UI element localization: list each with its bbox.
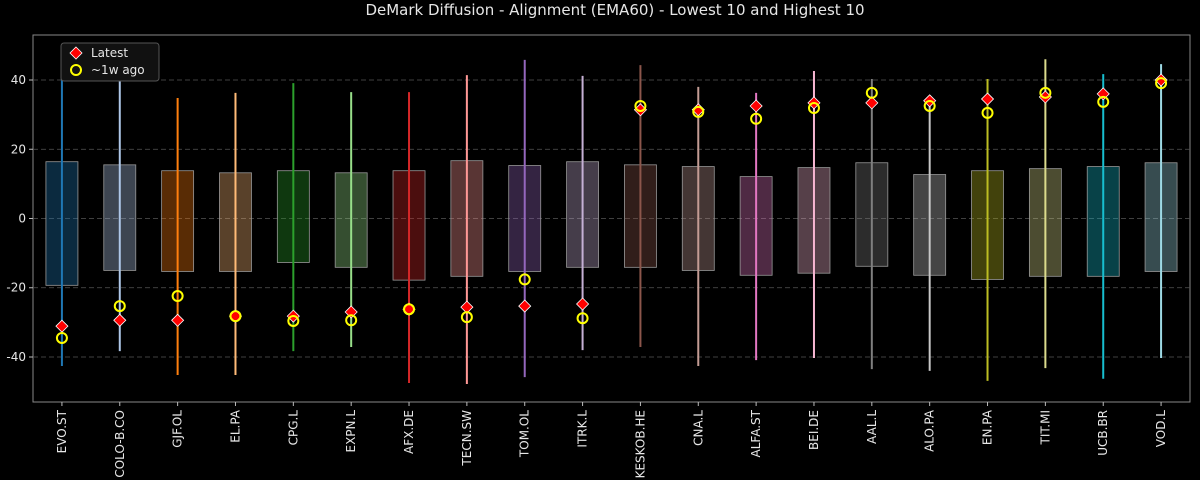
legend-marker xyxy=(69,46,83,60)
x-tick-label: EL.PA xyxy=(228,409,242,443)
week-ago-marker xyxy=(1155,77,1168,90)
latest-marker xyxy=(113,313,127,327)
week-ago-marker xyxy=(750,112,763,125)
x-tick-label: EN.PA xyxy=(981,409,995,445)
latest-marker xyxy=(865,96,879,110)
x-tick-label: ITRK.L xyxy=(576,410,590,448)
latest-marker xyxy=(980,92,995,106)
y-tick-label: 20 xyxy=(11,142,26,156)
latest-marker xyxy=(171,313,185,327)
x-tick-label: ALFA.ST xyxy=(749,409,763,457)
week-ago-marker xyxy=(55,331,68,344)
chart-title: DeMark Diffusion - Alignment (EMA60) - L… xyxy=(365,1,864,19)
week-ago-marker xyxy=(518,273,531,286)
week-ago-marker xyxy=(923,99,936,112)
latest-marker xyxy=(518,299,532,313)
x-tick-label: CPG.L xyxy=(286,410,300,446)
week-ago-marker xyxy=(807,102,820,115)
legend-marker xyxy=(70,64,82,76)
x-tick-label: BEI.DE xyxy=(807,410,821,450)
x-tick-label: AAL.L xyxy=(865,410,879,444)
x-tick-label: EVO.ST xyxy=(55,409,69,453)
week-ago-marker xyxy=(113,300,126,313)
week-ago-marker xyxy=(981,106,994,119)
x-tick-label: TOM.OL xyxy=(518,410,532,458)
week-ago-marker xyxy=(634,99,647,112)
week-ago-marker xyxy=(1097,95,1110,108)
x-tick-label: TIT.MI xyxy=(1038,410,1052,445)
x-tick-label: TECN.SW xyxy=(460,410,474,467)
week-ago-marker xyxy=(287,314,300,327)
y-tick-label: -40 xyxy=(6,350,26,364)
week-ago-marker xyxy=(865,86,878,99)
latest-marker xyxy=(749,99,763,113)
x-tick-label: GJF.OL xyxy=(171,410,185,448)
week-ago-marker xyxy=(692,105,705,118)
latest-marker xyxy=(1154,73,1168,87)
y-tick-label: 40 xyxy=(11,73,26,87)
week-ago-marker xyxy=(1039,86,1052,99)
x-tick-label: UCB.BR xyxy=(1096,410,1110,456)
legend-box xyxy=(60,42,160,82)
week-ago-marker xyxy=(229,310,242,323)
x-tick-label: EXPN.L xyxy=(344,410,358,453)
latest-marker xyxy=(576,297,590,311)
latest-marker xyxy=(344,305,358,319)
x-tick-label: VOD.L xyxy=(1154,410,1168,447)
y-tick-label: -20 xyxy=(6,281,26,295)
week-ago-marker xyxy=(576,312,589,325)
x-tick-label: KESKOB.HE xyxy=(633,410,647,478)
x-tick-label: CNA.L xyxy=(691,410,705,446)
x-tick-label: COLO-B.CO xyxy=(113,410,127,478)
week-ago-marker xyxy=(403,303,416,316)
legend-label: ~1w ago xyxy=(91,63,145,77)
week-ago-marker xyxy=(460,311,473,324)
x-tick-label: AFX.DE xyxy=(402,410,416,454)
legend-label: Latest xyxy=(91,46,128,60)
x-tick-label: ALO.PA xyxy=(923,409,937,452)
week-ago-marker xyxy=(171,290,184,303)
y-tick-label: 0 xyxy=(18,212,26,226)
week-ago-marker xyxy=(345,314,358,327)
